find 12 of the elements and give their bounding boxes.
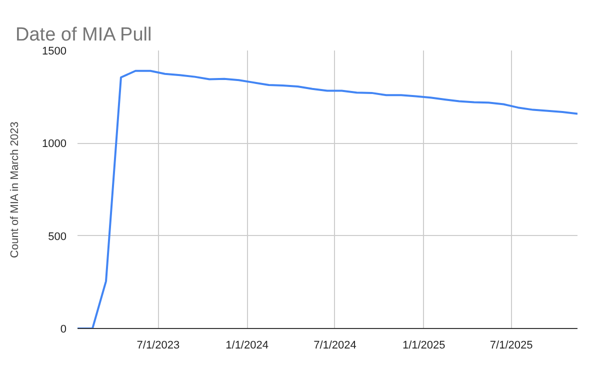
y-tick-label: 1500 [42,46,67,58]
x-tick-label: 1/1/2025 [402,340,446,352]
y-tick-label: 0 [60,324,67,336]
y-axis-title: Count of MIA in March 2023 [9,122,22,258]
y-tick-label: 500 [48,230,67,243]
x-tick-label: 7/1/2025 [490,340,533,352]
x-tick-label: 7/1/2024 [314,340,356,352]
chart-title: Date of MIA Pull [16,24,152,46]
x-tick-label: 1/1/2024 [226,340,268,352]
line-series [78,70,578,328]
y-tick-label: 1000 [42,138,67,150]
x-tick-label: 7/1/2023 [136,340,180,352]
